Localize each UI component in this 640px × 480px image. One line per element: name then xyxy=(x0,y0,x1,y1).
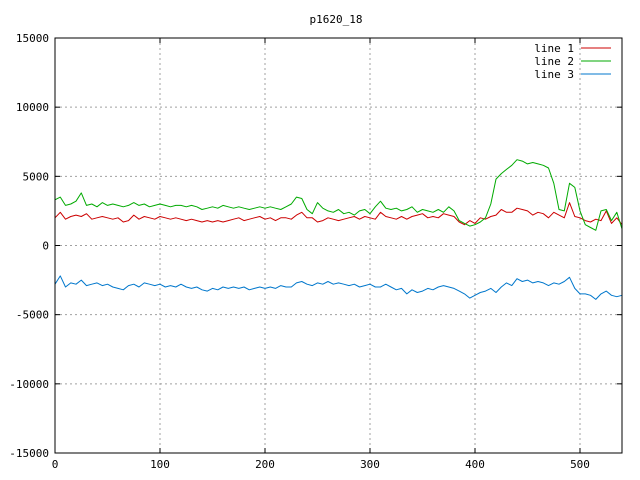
x-tick-label: 0 xyxy=(52,458,59,471)
axis-ticks: 0 100 200 300 400 500 -15000 -10000 -5000 0 5000 10… xyxy=(9,32,622,471)
y-tick-label: 5000 xyxy=(23,170,50,183)
y-tick-label: -5000 xyxy=(16,309,49,322)
legend-label: line 2 xyxy=(534,55,574,68)
x-tick-label: 400 xyxy=(465,458,485,471)
y-tick-label: -15000 xyxy=(9,447,49,460)
x-tick-label: 300 xyxy=(360,458,380,471)
y-tick-label: 0 xyxy=(42,240,49,253)
x-tick-label: 500 xyxy=(570,458,590,471)
legend-label: line 1 xyxy=(534,42,574,55)
series-layer xyxy=(54,159,623,300)
x-tick-label: 200 xyxy=(255,458,275,471)
chart-title: p1620_18 xyxy=(310,13,363,26)
series-line-1 xyxy=(54,202,623,226)
x-tick-label: 100 xyxy=(150,458,170,471)
series-line-2 xyxy=(54,159,623,231)
y-tick-label: 15000 xyxy=(16,32,49,45)
series-line-3 xyxy=(54,275,623,300)
legend-label: line 3 xyxy=(534,68,574,81)
y-tick-label: 10000 xyxy=(16,101,49,114)
grid-lines xyxy=(55,38,622,453)
y-tick-label: -10000 xyxy=(9,378,49,391)
